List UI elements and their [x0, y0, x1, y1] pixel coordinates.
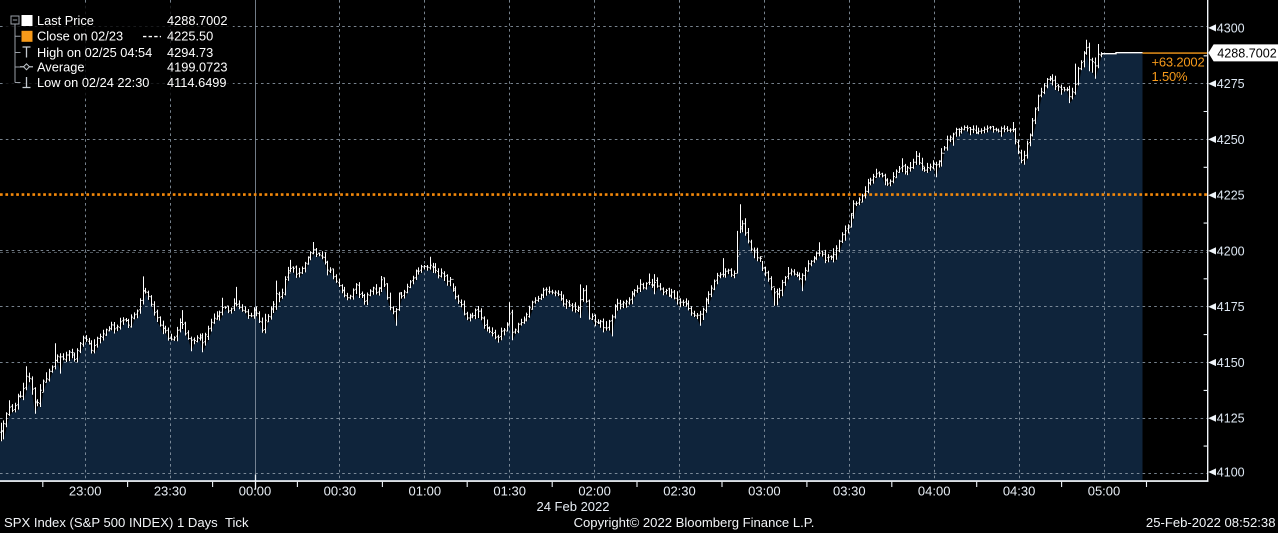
- svg-text:4100: 4100: [1217, 466, 1245, 480]
- svg-text:SPX Index (S&P 500 INDEX) 1 Da: SPX Index (S&P 500 INDEX) 1 Days Tick: [4, 515, 249, 530]
- svg-text:4294.73: 4294.73: [167, 45, 213, 60]
- svg-text:4199.0723: 4199.0723: [167, 59, 228, 74]
- svg-text:4114.6499: 4114.6499: [167, 75, 227, 90]
- svg-text:05:00: 05:00: [1088, 484, 1121, 499]
- svg-text:4225: 4225: [1217, 189, 1245, 203]
- svg-text:4300: 4300: [1217, 21, 1245, 35]
- svg-text:23:30: 23:30: [154, 484, 187, 499]
- svg-text:4150: 4150: [1217, 356, 1245, 370]
- svg-text:04:30: 04:30: [1003, 484, 1036, 499]
- svg-text:4175: 4175: [1217, 300, 1245, 314]
- svg-text:00:00: 00:00: [239, 484, 272, 499]
- svg-text:Last Price: Last Price: [37, 13, 94, 28]
- svg-text:4225.50: 4225.50: [167, 29, 213, 44]
- svg-text:02:00: 02:00: [578, 484, 611, 499]
- svg-text:Average: Average: [37, 59, 84, 74]
- svg-text:01:30: 01:30: [493, 484, 526, 499]
- svg-text:4200: 4200: [1217, 244, 1245, 258]
- svg-text:4250: 4250: [1217, 133, 1245, 147]
- svg-text:Close on 02/23: Close on 02/23: [37, 29, 123, 44]
- svg-text:02:30: 02:30: [663, 484, 696, 499]
- svg-text:24 Feb 2022: 24 Feb 2022: [536, 499, 609, 514]
- svg-text:Low on 02/24 22:30: Low on 02/24 22:30: [37, 75, 149, 90]
- svg-text:1.50%: 1.50%: [1152, 69, 1189, 84]
- svg-text:4288.7002: 4288.7002: [1217, 47, 1277, 61]
- svg-text:04:00: 04:00: [918, 484, 951, 499]
- svg-text:4125: 4125: [1217, 412, 1245, 426]
- svg-text:01:00: 01:00: [409, 484, 442, 499]
- svg-text:00:30: 00:30: [324, 484, 357, 499]
- svg-text:03:00: 03:00: [748, 484, 781, 499]
- svg-text:Copyright© 2022 Bloomberg Fina: Copyright© 2022 Bloomberg Finance L.P.: [574, 515, 815, 530]
- svg-text:23:00: 23:00: [69, 484, 102, 499]
- svg-text:4288.7002: 4288.7002: [167, 13, 228, 28]
- svg-text:25-Feb-2022 08:52:38: 25-Feb-2022 08:52:38: [1146, 515, 1276, 530]
- svg-text:4275: 4275: [1217, 77, 1245, 91]
- svg-text:High on 02/25 04:54: High on 02/25 04:54: [37, 45, 152, 60]
- svg-text:+63.2002: +63.2002: [1152, 54, 1205, 69]
- svg-text:03:30: 03:30: [833, 484, 866, 499]
